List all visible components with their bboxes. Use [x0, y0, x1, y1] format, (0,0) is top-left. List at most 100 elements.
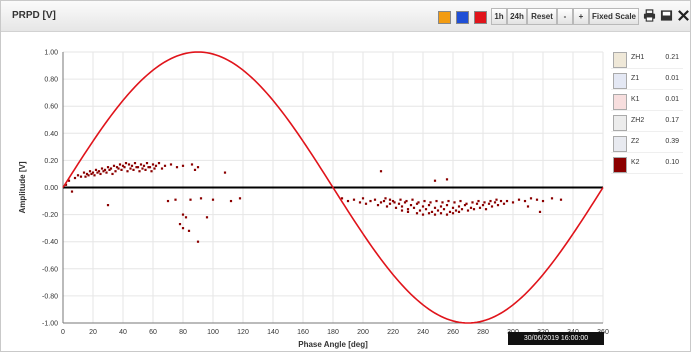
legend-item[interactable]: Z2 0.39 — [611, 135, 683, 153]
legend-item[interactable]: Z1 0.01 — [611, 72, 683, 90]
range-1h-button[interactable]: 1h — [491, 8, 507, 25]
data-point — [70, 190, 74, 193]
data-point — [190, 163, 194, 166]
data-point — [417, 201, 420, 204]
data-point — [108, 168, 111, 171]
data-point — [90, 172, 93, 176]
data-point — [463, 204, 467, 207]
fixed-scale-button[interactable]: Fixed Scale — [589, 8, 639, 25]
zoom-out-button[interactable]: - — [557, 8, 573, 25]
data-point — [403, 201, 407, 204]
y-tick-label: -0.80 — [42, 293, 58, 300]
legend-item[interactable]: ZH1 0.21 — [611, 51, 683, 69]
data-point — [441, 201, 444, 204]
data-point — [100, 167, 104, 170]
data-point — [421, 205, 425, 208]
y-tick-label: 0.60 — [44, 104, 58, 111]
legend-value: 0.21 — [665, 54, 679, 61]
data-point — [384, 197, 387, 200]
x-tick-label: 40 — [119, 329, 127, 336]
data-point — [433, 206, 437, 209]
data-point — [199, 197, 203, 200]
data-point — [175, 166, 179, 169]
data-point — [511, 201, 515, 204]
legend-name: Z2 — [631, 138, 640, 145]
color-swatch-orange[interactable] — [438, 11, 451, 24]
legend-item[interactable]: K2 0.10 — [611, 156, 683, 174]
range-24h-button[interactable]: 24h — [507, 8, 527, 25]
data-point — [196, 240, 200, 243]
data-point — [541, 199, 545, 203]
data-point — [117, 167, 120, 170]
data-point — [358, 201, 362, 204]
data-point — [430, 210, 434, 213]
data-point — [211, 198, 215, 201]
data-point — [435, 199, 438, 203]
x-tick-label: 220 — [387, 329, 399, 336]
save-icon[interactable] — [660, 9, 673, 22]
data-point — [472, 208, 476, 211]
data-point — [550, 197, 554, 200]
data-point — [487, 202, 491, 205]
panel-titlebar: PRPD [V] 1h 24h Reset - + Fixed Scale — [1, 1, 690, 32]
data-point — [138, 170, 141, 173]
y-tick-label: 1.00 — [44, 50, 58, 57]
data-point — [376, 204, 380, 207]
timestamp-label: 30/06/2019 16:00:00 — [508, 332, 604, 345]
data-point — [493, 201, 497, 204]
data-point — [147, 166, 150, 169]
data-point — [139, 163, 143, 166]
data-point — [166, 199, 170, 203]
x-tick-label: 20 — [89, 329, 97, 336]
data-point — [406, 208, 410, 211]
legend-value: 0.17 — [665, 117, 679, 124]
print-icon[interactable] — [643, 9, 656, 22]
data-point — [160, 167, 164, 170]
data-point — [495, 198, 498, 201]
data-point — [174, 198, 177, 201]
data-point — [142, 164, 146, 167]
x-tick-label: 160 — [297, 329, 309, 336]
data-point — [121, 164, 125, 167]
data-point — [411, 198, 414, 201]
data-point — [535, 198, 539, 201]
color-swatch-blue[interactable] — [456, 11, 469, 24]
data-point — [132, 168, 135, 171]
data-point — [457, 205, 461, 208]
close-icon[interactable] — [677, 9, 690, 22]
data-point — [481, 204, 485, 207]
reset-button[interactable]: Reset — [527, 8, 557, 25]
data-point — [111, 172, 114, 176]
legend-item[interactable]: K1 0.01 — [611, 93, 683, 111]
data-point — [118, 163, 122, 166]
color-swatch-red[interactable] — [474, 11, 487, 24]
data-point — [364, 202, 368, 205]
data-point — [471, 201, 474, 204]
data-point — [489, 199, 492, 203]
data-point — [394, 206, 398, 209]
data-point — [181, 227, 185, 230]
data-point — [124, 162, 128, 165]
data-point — [453, 201, 456, 204]
y-tick-label: 0.00 — [44, 185, 58, 192]
data-point — [123, 166, 126, 169]
data-point — [129, 167, 132, 170]
data-point — [405, 199, 408, 203]
data-point — [96, 171, 99, 174]
data-point — [85, 172, 89, 176]
legend-name: K2 — [631, 159, 640, 166]
sine-reference-line — [62, 51, 604, 324]
data-point — [102, 170, 105, 173]
data-point — [459, 199, 462, 203]
data-point — [379, 201, 383, 204]
zoom-in-button[interactable]: + — [573, 8, 589, 25]
y-tick-label: 0.20 — [44, 158, 58, 165]
prpd-chart: 0 20 40 60 80 100 120 140 160 180 200 220 240 260 280 3… — [18, 50, 609, 350]
data-point — [421, 213, 425, 216]
legend: ZH1 0.21 Z1 0.01 K1 0.01 ZH2 0.17 Z2 0.39 K2 0.10 — [611, 51, 683, 177]
data-point — [429, 201, 432, 204]
legend-swatch — [613, 115, 627, 131]
legend-item[interactable]: ZH2 0.17 — [611, 114, 683, 132]
data-point — [114, 170, 117, 173]
legend-name: K1 — [631, 96, 640, 103]
